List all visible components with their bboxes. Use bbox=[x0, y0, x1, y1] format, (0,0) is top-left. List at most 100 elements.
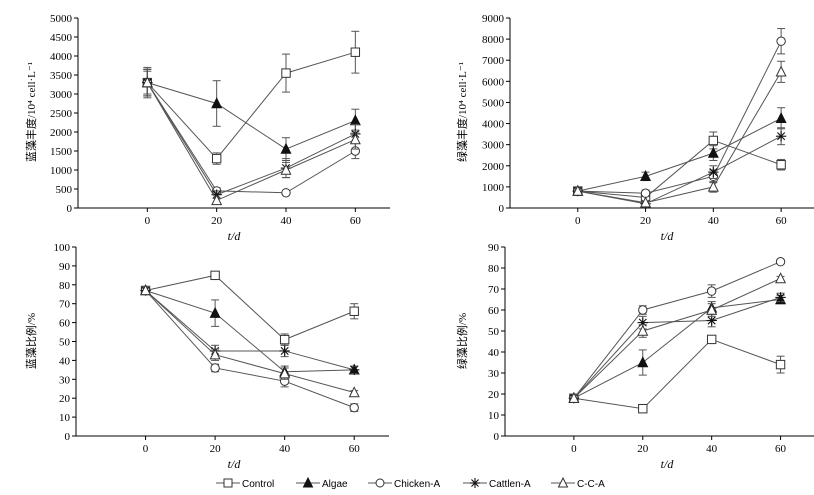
series-line-control bbox=[145, 274, 355, 341]
y-tick-label: 1000 bbox=[50, 165, 73, 177]
y-tick-label: 10 bbox=[59, 412, 71, 424]
y-tick-label: 1500 bbox=[50, 146, 73, 158]
legend-label-c-c-a: C-C-A bbox=[577, 479, 605, 490]
data-point-chicken-a bbox=[706, 286, 717, 296]
x-tick-label: 0 bbox=[575, 215, 581, 227]
y-tick-label: 100 bbox=[54, 242, 71, 254]
data-point-chicken-a bbox=[640, 188, 651, 198]
y-tick-label: 9000 bbox=[482, 13, 505, 25]
y-tick-label: 3000 bbox=[50, 89, 73, 101]
legend-label-chicken-a: Chicken-A bbox=[394, 479, 440, 490]
legend-marker-control bbox=[223, 478, 233, 488]
y-tick-label: 20 bbox=[59, 393, 71, 405]
data-point-algae bbox=[209, 306, 221, 318]
y-tick-label: 60 bbox=[488, 305, 500, 317]
panel-green-algae-abundance: 绿藻丰度/10⁴ cell·L⁻¹ t/d 0 1000 2000 3000 4000 5… bbox=[455, 13, 814, 243]
x-tick-label: 0 bbox=[571, 443, 577, 455]
series-line-c-c-a bbox=[145, 290, 355, 394]
data-point-c-c-a bbox=[349, 133, 361, 145]
series-chicken-a bbox=[142, 70, 361, 198]
x-tick-label: 20 bbox=[211, 215, 223, 227]
legend: Control Algae Chicken-A Cattlen-A C-C-A bbox=[216, 476, 605, 490]
data-point-c-c-a bbox=[280, 163, 292, 175]
series-cattlen-a bbox=[568, 292, 786, 404]
series-line-cattlen-a bbox=[146, 82, 356, 196]
panel-green-algae-ratio: 绿藻比例/% t/d 0 10 20 30 40 50 60 70 80 90 0 20 40 60 bbox=[455, 242, 814, 471]
data-point-algae bbox=[637, 356, 649, 368]
data-point-chicken-a bbox=[349, 402, 359, 413]
series-line-cattlen-a bbox=[145, 290, 355, 371]
panel-1-xlabel: t/d bbox=[661, 229, 675, 243]
data-point-c-c-a bbox=[141, 76, 153, 88]
x-tick-label: 20 bbox=[637, 443, 649, 455]
x-tick-label: 60 bbox=[349, 443, 361, 455]
data-point-chicken-a bbox=[638, 305, 648, 315]
data-point-c-c-a bbox=[568, 391, 580, 403]
series-line-algae bbox=[147, 82, 356, 150]
data-point-control bbox=[775, 359, 786, 370]
series-line-cattlen-a bbox=[577, 135, 782, 205]
data-point-cattlen-a bbox=[708, 166, 719, 178]
data-point-chicken-a bbox=[775, 257, 786, 267]
data-point-c-c-a bbox=[279, 367, 291, 379]
data-point-control bbox=[708, 135, 719, 146]
data-point-c-c-a bbox=[637, 324, 649, 336]
x-tick-label: 40 bbox=[708, 215, 720, 227]
y-tick-label: 6000 bbox=[482, 76, 505, 88]
data-point-chicken-a bbox=[776, 36, 786, 46]
y-tick-label: 90 bbox=[488, 242, 500, 254]
series-control bbox=[573, 131, 786, 203]
data-point-c-c-a bbox=[707, 180, 719, 192]
panel-3-xlabel: t/d bbox=[661, 457, 675, 471]
data-point-c-c-a bbox=[775, 272, 787, 284]
y-tick-label: 2500 bbox=[50, 108, 73, 120]
series-line-chicken-a bbox=[145, 290, 355, 409]
x-tick-label: 20 bbox=[210, 443, 222, 455]
series-line-chicken-a bbox=[146, 82, 356, 194]
y-tick-label: 4000 bbox=[50, 51, 73, 63]
legend-item-cattlen-a: Cattlen-A bbox=[463, 478, 531, 490]
data-point-c-c-a bbox=[572, 184, 584, 196]
series-line-c-c-a bbox=[577, 71, 782, 204]
data-point-algae bbox=[211, 97, 223, 109]
panel-0-xlabel: t/d bbox=[228, 229, 242, 243]
y-tick-label: 70 bbox=[59, 299, 71, 311]
x-tick-label: 60 bbox=[350, 215, 362, 227]
panel-2-ylabel: 蓝藻比例/% bbox=[24, 313, 38, 369]
legend-marker-cattlen-a bbox=[470, 478, 480, 488]
series-line-chicken-a bbox=[573, 261, 781, 399]
series-c-c-a bbox=[140, 284, 360, 398]
legend-marker-algae bbox=[302, 476, 314, 488]
x-tick-label: 60 bbox=[775, 443, 787, 455]
y-tick-label: 0 bbox=[67, 203, 73, 215]
y-tick-label: 50 bbox=[488, 326, 500, 338]
y-tick-label: 500 bbox=[56, 184, 73, 196]
y-tick-label: 0 bbox=[65, 431, 71, 443]
panel-2-xlabel: t/d bbox=[228, 457, 242, 471]
data-point-control bbox=[211, 153, 222, 164]
series-c-c-a bbox=[572, 60, 787, 208]
series-control bbox=[569, 334, 786, 414]
data-point-chicken-a bbox=[281, 188, 291, 198]
y-tick-label: 3500 bbox=[50, 70, 73, 82]
x-tick-label: 20 bbox=[640, 215, 652, 227]
data-point-c-c-a bbox=[640, 196, 652, 208]
y-tick-label: 4500 bbox=[50, 32, 73, 44]
data-point-c-c-a bbox=[211, 194, 223, 206]
y-tick-label: 70 bbox=[488, 284, 500, 296]
panel-blue-algae-abundance: 蓝藻丰度/10⁴ cell·L⁻¹ t/d 0 500 1000 1500 2000 25… bbox=[24, 13, 390, 243]
y-tick-label: 5000 bbox=[50, 13, 73, 25]
series-line-c-c-a bbox=[573, 278, 781, 399]
data-point-control bbox=[281, 68, 291, 78]
y-tick-label: 50 bbox=[59, 337, 71, 349]
series-cattlen-a bbox=[140, 285, 360, 376]
legend-marker-c-c-a bbox=[557, 476, 569, 488]
legend-marker-chicken-a bbox=[375, 478, 385, 488]
series-algae bbox=[572, 107, 787, 196]
series-line-control bbox=[573, 338, 781, 410]
y-tick-label: 5000 bbox=[482, 97, 505, 109]
panel-0-ylabel: 蓝藻丰度/10⁴ cell·L⁻¹ bbox=[24, 62, 38, 162]
data-point-c-c-a bbox=[348, 386, 360, 398]
data-point-cattlen-a bbox=[775, 292, 786, 303]
x-tick-label: 40 bbox=[279, 443, 291, 455]
